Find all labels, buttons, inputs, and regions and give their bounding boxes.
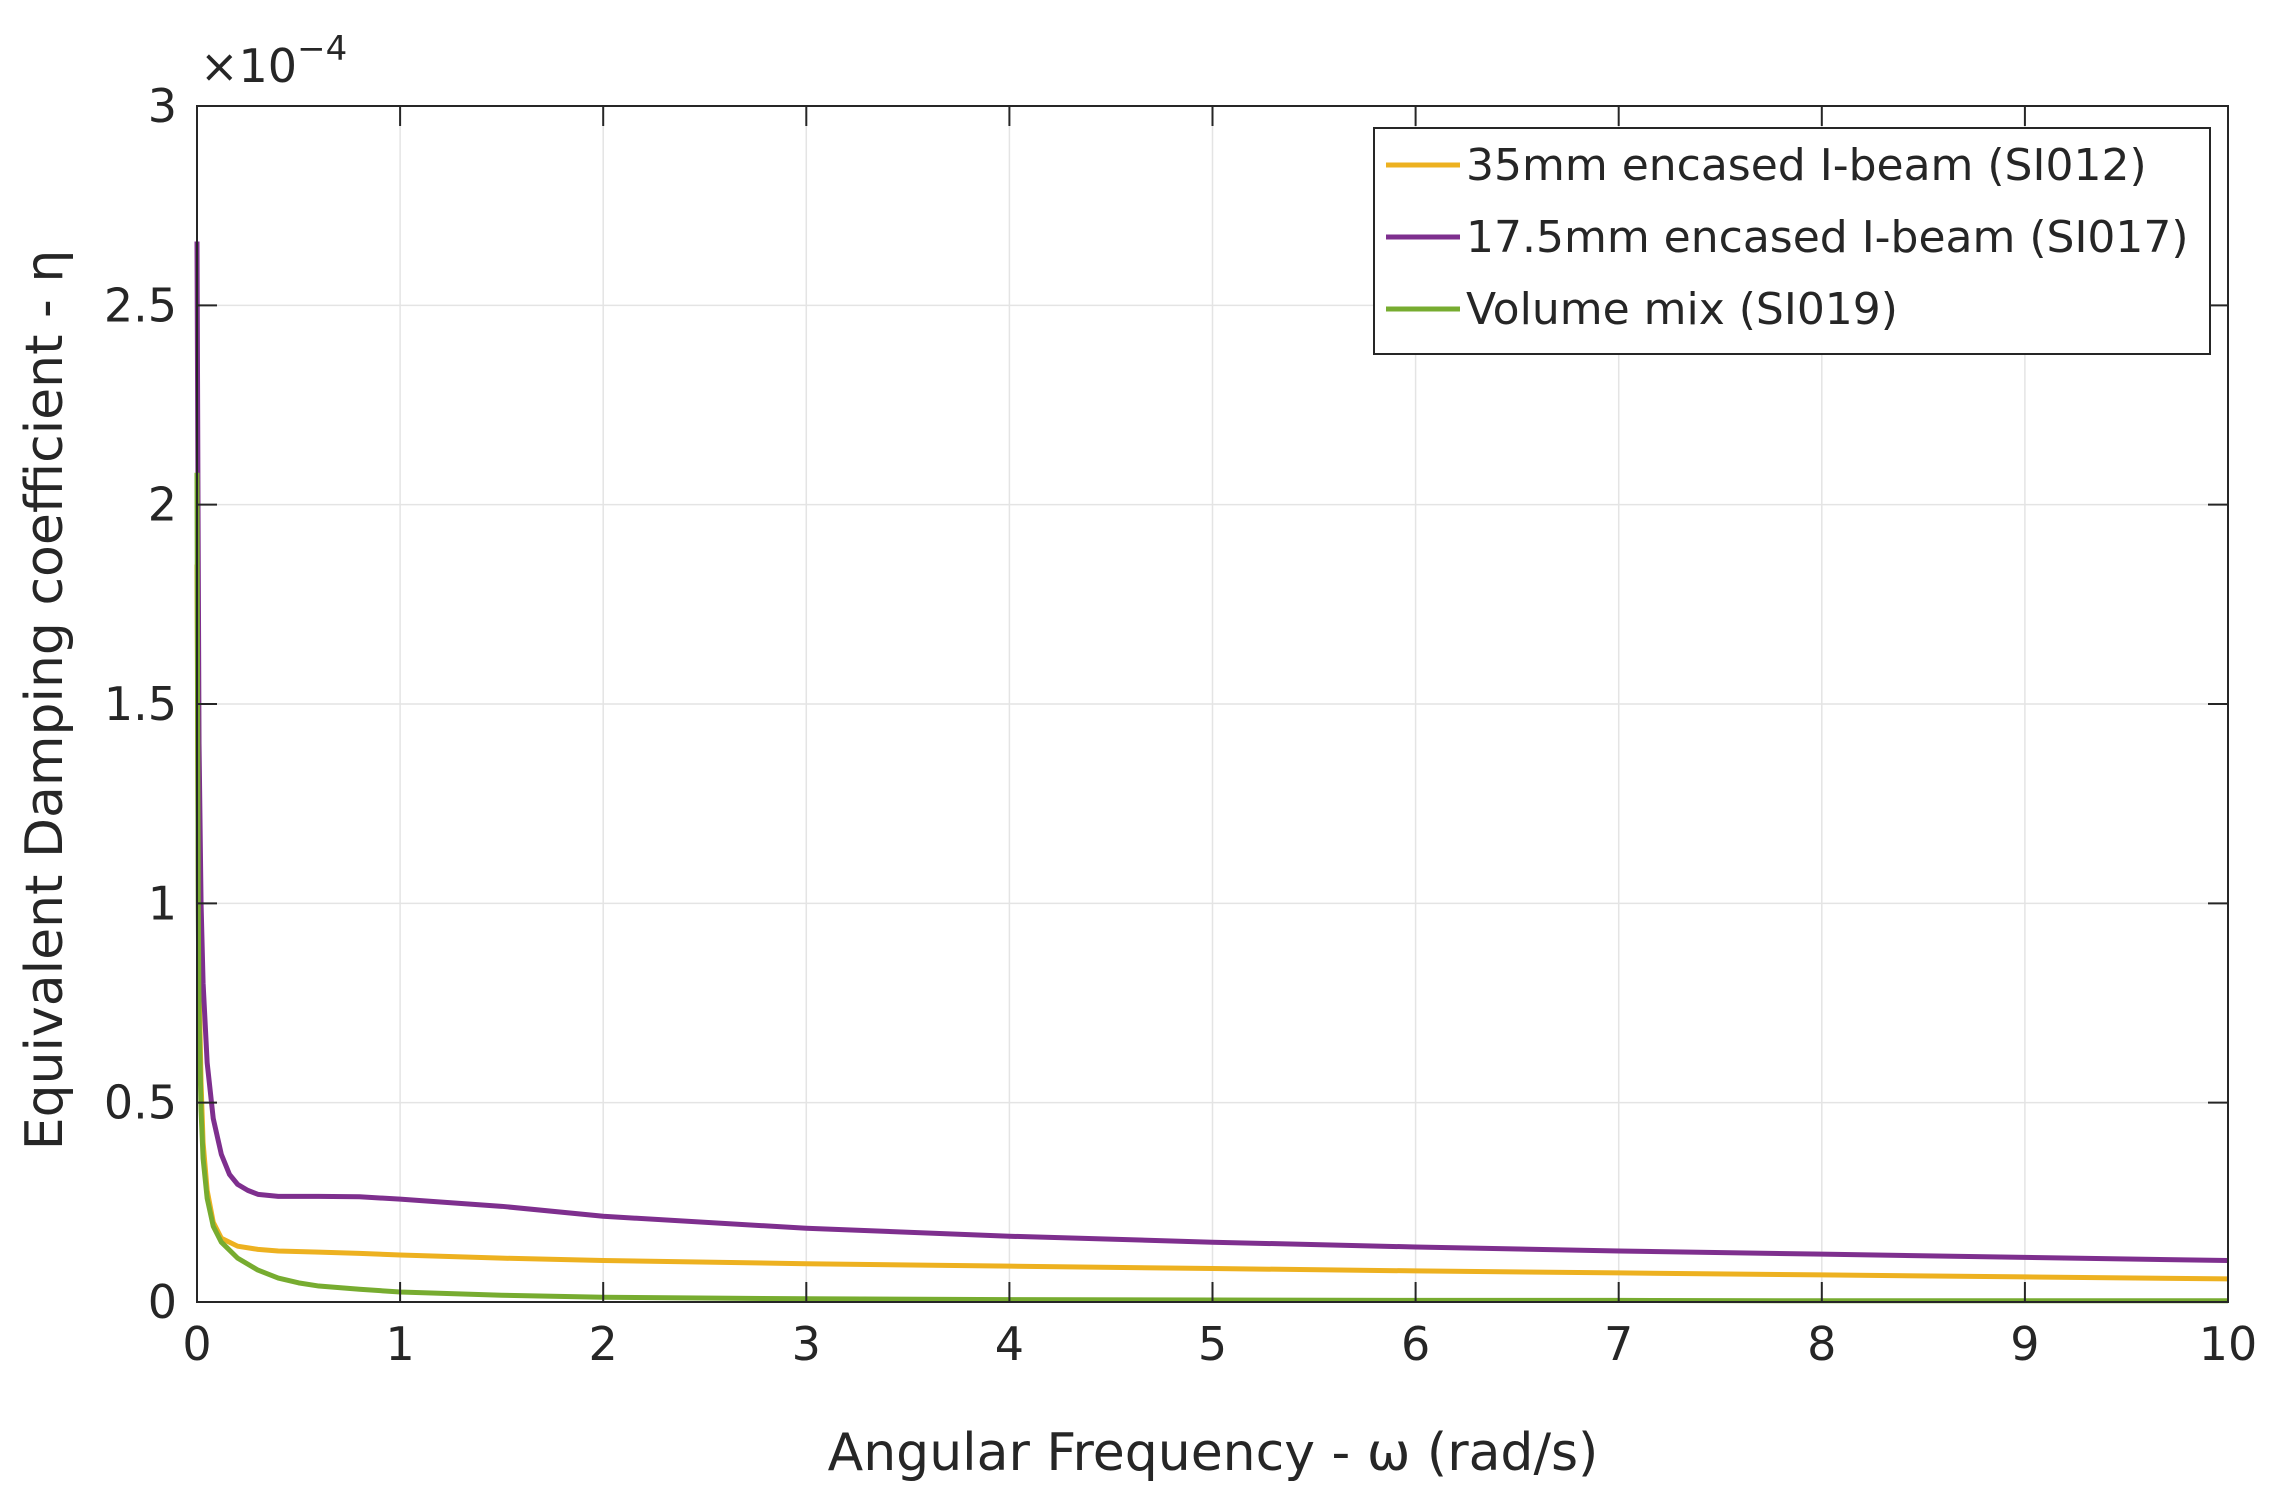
y-scale-exponent: −4 <box>297 29 347 69</box>
legend-items: 35mm encased I-beam (SI012) 17.5mm encase… <box>1386 140 2189 335</box>
x-tick-label-5: 5 <box>1198 1317 1227 1371</box>
y-scale-base: ×10 <box>200 39 297 93</box>
x-tick-label-0: 0 <box>182 1317 211 1371</box>
legend-box <box>1373 127 2211 355</box>
y-tick-label-5: 2.5 <box>104 278 177 332</box>
x-tick-label-10: 10 <box>2199 1317 2258 1371</box>
x-tick-label-2: 2 <box>589 1317 618 1371</box>
y-tick-label-1: 0.5 <box>104 1076 177 1130</box>
x-tick-label-4: 4 <box>995 1317 1024 1371</box>
y-tick-label-4: 2 <box>148 478 177 532</box>
x-tick-label-8: 8 <box>1807 1317 1836 1371</box>
x-tick-label-7: 7 <box>1604 1317 1633 1371</box>
legend: 35mm encased I-beam (SI012) 17.5mm encase… <box>1373 127 2211 355</box>
x-tick-label-3: 3 <box>792 1317 821 1371</box>
y-tick-label-0: 0 <box>148 1275 177 1329</box>
y-tick-label-2: 1 <box>148 876 177 930</box>
series-line-2 <box>194 472 2228 1304</box>
x-tick-label-6: 6 <box>1401 1317 1430 1371</box>
series-layer <box>194 241 2229 1304</box>
x-axis-label: Angular Frequency - ω (rad/s) <box>828 1423 1599 1483</box>
series-line-1 <box>194 241 2229 1264</box>
legend-label-1: 17.5mm encased I-beam (SI017) <box>1466 212 2189 263</box>
x-tick-label-9: 9 <box>2010 1317 2039 1371</box>
legend-label-0: 35mm encased I-beam (SI012) <box>1466 140 2147 191</box>
y-tick-label-6: 3 <box>148 79 177 133</box>
x-tick-label-1: 1 <box>385 1317 414 1371</box>
y-scale-multiplier: ×10−4 <box>200 29 347 93</box>
y-axis-label: Equivalent Damping coefficient - η <box>15 250 75 1151</box>
y-tick-label-3: 1.5 <box>104 677 177 731</box>
ticks-layer: 0 1 2 3 4 5 6 7 8 9 10 0 0.5 1 1.5 2 2.5 3 <box>104 79 2257 1371</box>
legend-label-2: Volume mix (SI019) <box>1466 284 1898 335</box>
